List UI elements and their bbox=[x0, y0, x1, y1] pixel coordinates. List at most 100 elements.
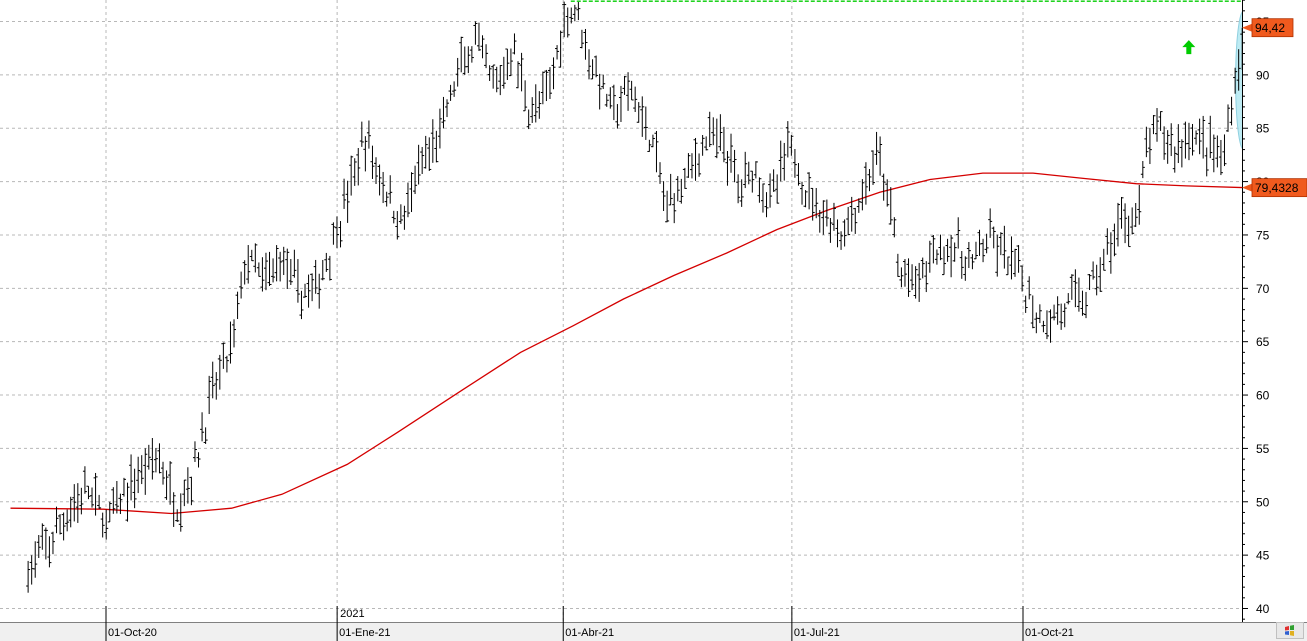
y-tick-label: 40 bbox=[1256, 602, 1270, 616]
x-axis-background bbox=[0, 622, 1307, 641]
price-bar bbox=[863, 162, 868, 205]
price-bar bbox=[1091, 261, 1096, 280]
price-bar bbox=[547, 67, 552, 100]
price-bar bbox=[310, 273, 315, 302]
price-bar bbox=[1215, 135, 1220, 168]
moving-average-series bbox=[10, 172, 1247, 515]
price-bar bbox=[860, 179, 865, 211]
x-date-label: 01-Oct-21 bbox=[1025, 627, 1074, 639]
price-bar bbox=[72, 484, 77, 522]
price-bar bbox=[650, 134, 655, 148]
price-bar bbox=[615, 104, 620, 129]
price-bar bbox=[214, 372, 219, 400]
price-bar bbox=[104, 509, 109, 540]
price-bar bbox=[1144, 126, 1149, 158]
price-bar bbox=[689, 153, 694, 179]
price-bar bbox=[1101, 248, 1106, 271]
price-bar bbox=[494, 66, 499, 93]
price-bar bbox=[455, 57, 460, 87]
price-bar bbox=[675, 176, 680, 202]
price-bar bbox=[221, 342, 226, 369]
price-bar bbox=[1087, 274, 1092, 291]
price-bar bbox=[420, 146, 425, 174]
price-bar bbox=[636, 102, 641, 123]
price-bar bbox=[246, 245, 251, 284]
price-bar bbox=[714, 118, 719, 159]
x-date-label: 01-Ene-21 bbox=[339, 627, 390, 639]
price-bar bbox=[402, 205, 407, 230]
price-bar bbox=[111, 487, 116, 514]
price-bar bbox=[576, 2, 581, 21]
price-bar bbox=[469, 46, 474, 63]
price-bar bbox=[991, 226, 996, 249]
price-bar bbox=[168, 461, 173, 505]
price-bar bbox=[1126, 215, 1131, 248]
price-bar bbox=[569, 7, 574, 24]
price-bar bbox=[743, 151, 748, 189]
price-bar bbox=[203, 427, 208, 444]
price-bar bbox=[732, 149, 737, 183]
y-axis[interactable]: 404550556065707580859095 bbox=[1242, 0, 1307, 622]
price-bar bbox=[711, 117, 716, 146]
price-bar bbox=[647, 139, 652, 152]
price-bar bbox=[654, 130, 659, 173]
price-bar bbox=[1229, 96, 1234, 126]
price-bar bbox=[640, 96, 645, 137]
price-bar bbox=[189, 476, 194, 506]
price-bar bbox=[239, 271, 244, 299]
price-bar bbox=[185, 467, 190, 504]
price-bar bbox=[1211, 134, 1216, 173]
price-bar bbox=[299, 290, 304, 320]
price-bar bbox=[1133, 202, 1138, 227]
price-bar bbox=[572, 4, 577, 22]
price-bar bbox=[849, 196, 854, 232]
price-bar bbox=[853, 207, 858, 234]
price-bar bbox=[775, 174, 780, 204]
price-bar bbox=[480, 35, 485, 59]
x-date-label: 01-Abr-21 bbox=[565, 627, 614, 639]
price-bar bbox=[583, 28, 588, 60]
price-bar bbox=[892, 217, 897, 238]
price-bar bbox=[79, 487, 84, 515]
price-bar bbox=[1013, 248, 1018, 277]
price-bar bbox=[313, 259, 318, 294]
price-bar bbox=[207, 375, 212, 415]
price-bar bbox=[537, 91, 542, 119]
price-bar bbox=[792, 149, 797, 178]
price-bar bbox=[1027, 276, 1032, 300]
price-bar bbox=[587, 49, 592, 80]
value-badges: 94,42 79,4328 bbox=[1242, 18, 1307, 198]
price-bar bbox=[505, 48, 510, 80]
price-bar bbox=[288, 258, 293, 286]
price-bar bbox=[327, 255, 332, 281]
price-bar bbox=[952, 242, 957, 262]
windows-flag-icon[interactable] bbox=[1276, 622, 1304, 639]
price-bar bbox=[1066, 293, 1071, 305]
price-bar bbox=[1073, 269, 1078, 308]
x-year-label: 2021 bbox=[340, 608, 364, 620]
last-price-badge-box bbox=[1251, 18, 1294, 38]
price-bar bbox=[1094, 264, 1099, 296]
price-bar bbox=[224, 355, 229, 373]
price-bar bbox=[917, 262, 922, 302]
price-bar bbox=[1084, 291, 1089, 319]
price-bar bbox=[565, 7, 570, 38]
price-bar bbox=[856, 198, 861, 213]
price-bar bbox=[707, 111, 712, 147]
price-bar bbox=[835, 219, 840, 248]
price-bar bbox=[448, 84, 453, 101]
price-bar bbox=[700, 135, 705, 156]
price-bar bbox=[491, 64, 496, 89]
price-bar bbox=[182, 479, 187, 507]
price-bar bbox=[484, 44, 489, 69]
price-bar bbox=[1169, 123, 1174, 157]
price-bar bbox=[409, 172, 414, 213]
price-bar bbox=[718, 114, 723, 151]
price-bar bbox=[501, 56, 506, 89]
price-bar bbox=[934, 249, 939, 265]
price-bar bbox=[452, 81, 457, 97]
price-bar bbox=[317, 273, 322, 309]
price-bar bbox=[1147, 127, 1152, 165]
price-bar bbox=[533, 84, 538, 123]
price-bar bbox=[1233, 67, 1238, 94]
